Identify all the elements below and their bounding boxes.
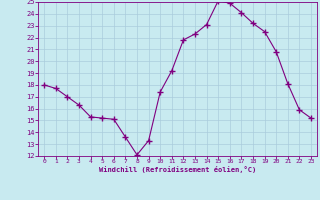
X-axis label: Windchill (Refroidissement éolien,°C): Windchill (Refroidissement éolien,°C) [99, 166, 256, 173]
